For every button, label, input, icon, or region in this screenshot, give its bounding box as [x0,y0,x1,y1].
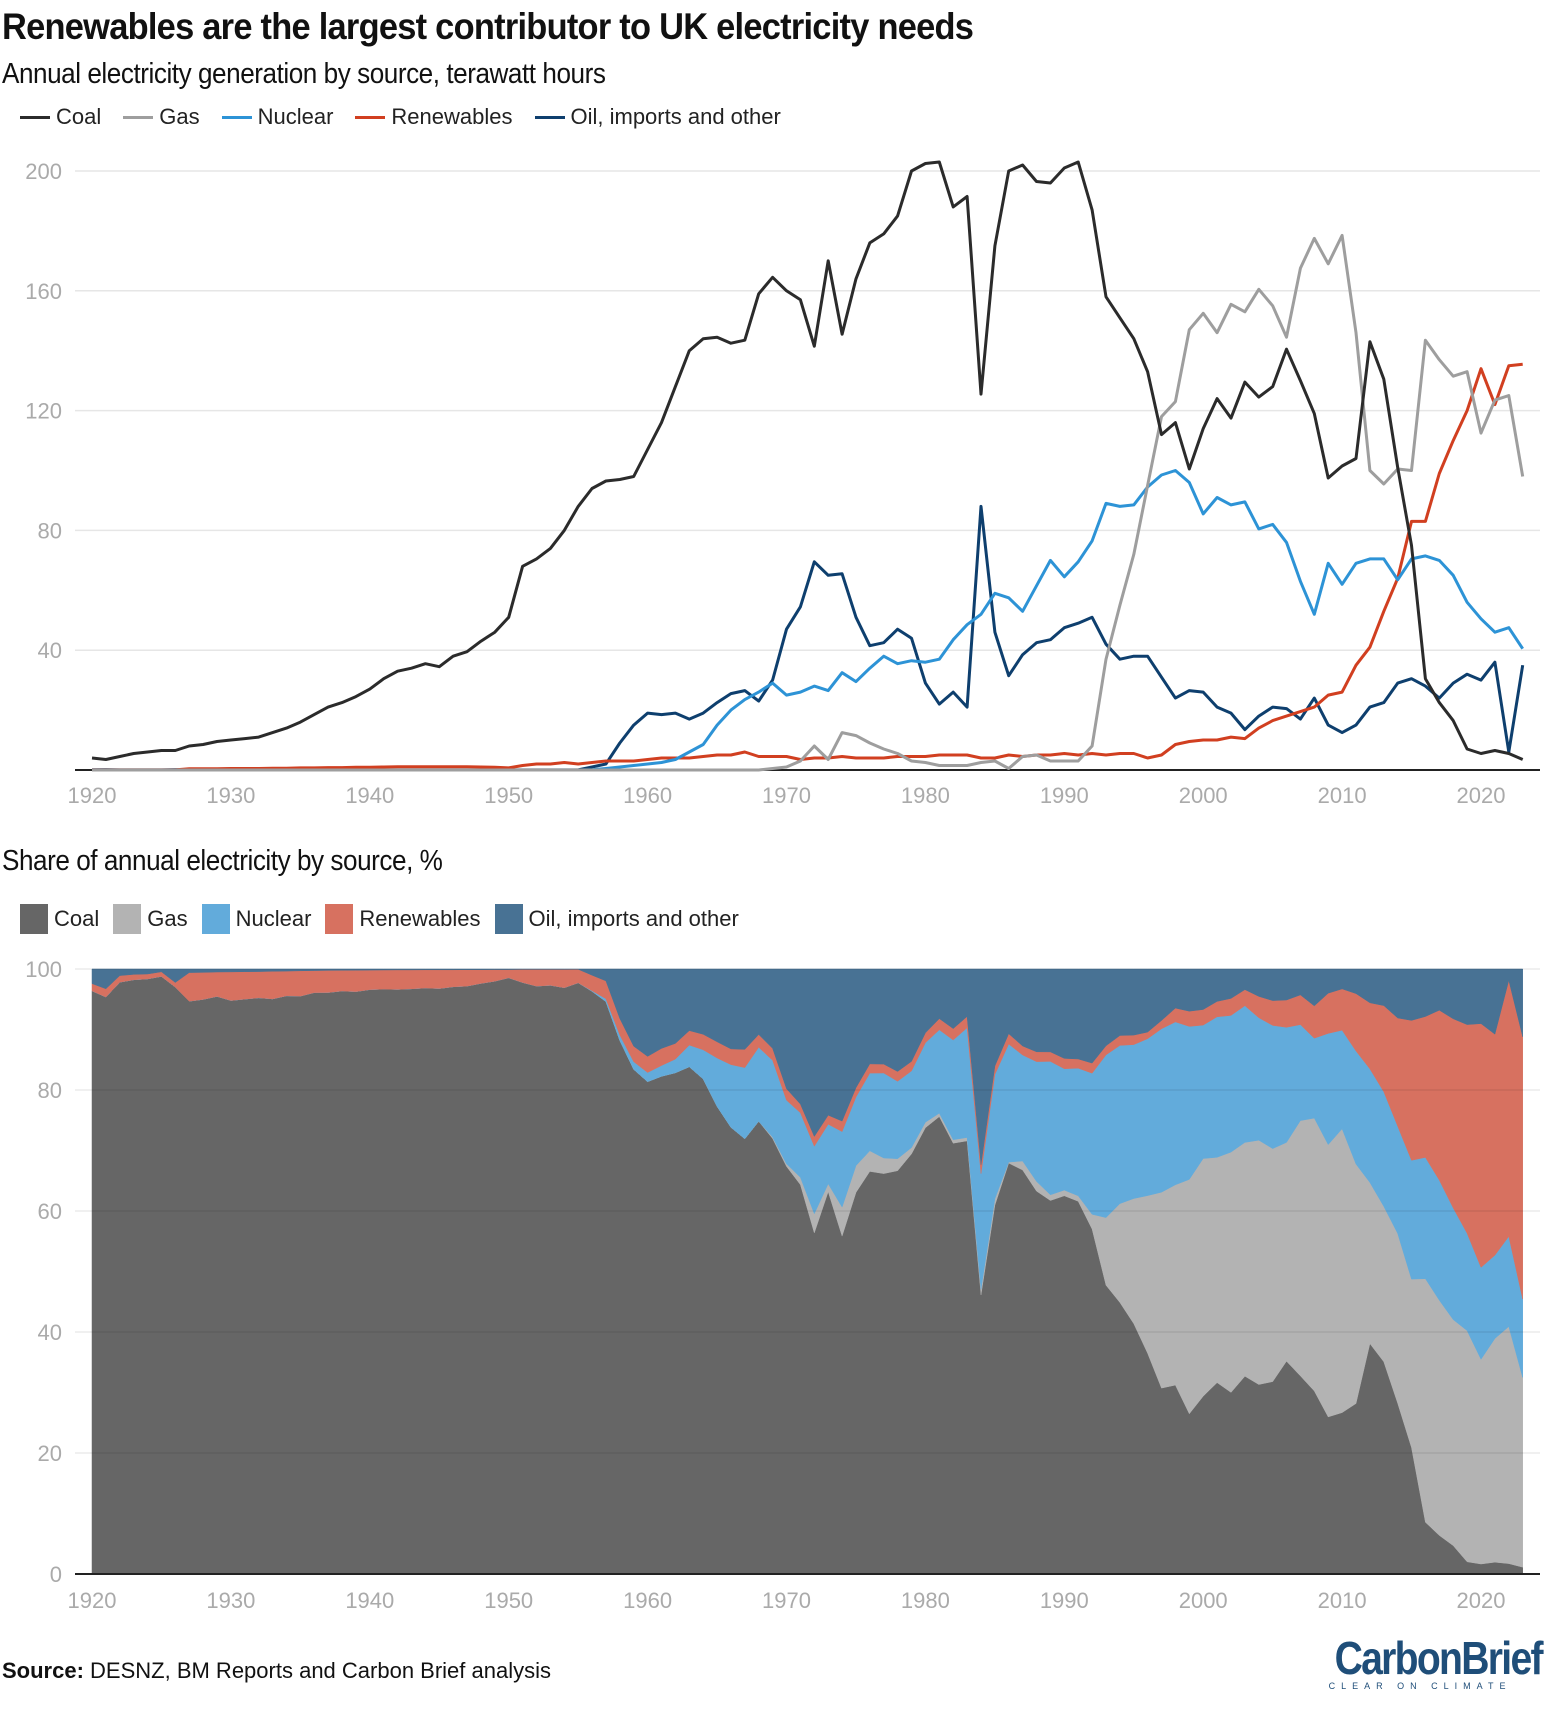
legend-swatch [355,115,386,119]
area-chart-legend: Coal Gas Nuclear Renewables Oil, imports and… [20,904,753,934]
line-chart-subtitle: Annual electricity generation by source,… [2,58,606,90]
legend-item-gas: Gas [113,904,188,934]
area-oil [91,968,1523,1165]
x-tick-label: 1990 [1040,1588,1089,1613]
line-oil [91,504,1525,772]
x-tick-label: 1950 [484,1588,533,1613]
line-coal [91,160,1524,761]
legend-label: Renewables [359,906,481,931]
legend-label: Nuclear [257,104,334,129]
y-tick-label: 200 [25,159,62,184]
y-tick-label: 120 [25,399,62,424]
y-tick-label: 60 [38,1199,62,1224]
x-tick-label: 1950 [484,783,533,808]
legend-item-nuclear: Nuclear [221,104,334,130]
legend-swatch [221,115,252,119]
x-tick-label: 2010 [1318,1588,1367,1613]
source-note: Source: DESNZ, BM Reports and Carbon Bri… [2,1658,551,1684]
legend-label: Gas [159,104,200,129]
line-renewables [92,362,1523,772]
logo-text: CarbonBrief [1334,1632,1544,1684]
legend-item-oil: Oil, imports and other [494,904,739,934]
y-tick-label: 80 [38,1078,62,1103]
line-nuclear [92,469,1524,772]
legend-swatch [113,904,142,934]
logo-tagline: CLEAR ON CLIMATE [1328,1681,1512,1691]
line-gas [92,233,1525,772]
legend-label: Oil, imports and other [570,104,781,129]
y-tick-label: 80 [38,518,62,543]
x-tick-label: 1980 [901,1588,950,1613]
y-tick-label: 100 [25,957,62,982]
legend-swatch [494,904,523,934]
legend-label: Renewables [391,104,513,129]
carbon-brief-logo: CarbonBrief CLEAR ON CLIMATE [1298,1632,1544,1691]
legend-item-oil: Oil, imports and other [534,104,781,130]
source-label: Source: [2,1658,84,1683]
y-tick-label: 0 [50,1562,62,1587]
x-tick-label: 1920 [68,783,117,808]
x-tick-label: 2000 [1179,783,1228,808]
x-tick-label: 1980 [901,783,950,808]
x-tick-label: 2020 [1457,1588,1506,1613]
line-chart-legend: Coal Gas Nuclear Renewables Oil, imports and… [20,104,803,130]
chart-title: Renewables are the largest contributor t… [2,6,974,47]
legend-item-renewables: Renewables [355,104,513,130]
x-tick-label: 1940 [345,1588,394,1613]
y-tick-label: 20 [38,1441,62,1466]
x-tick-label: 1930 [206,1588,255,1613]
source-text: DESNZ, BM Reports and Carbon Brief analy… [83,1658,551,1683]
legend-swatch [20,904,48,934]
x-tick-label: 1920 [68,1588,117,1613]
x-tick-label: 1970 [762,1588,811,1613]
x-tick-label: 1990 [1040,783,1089,808]
x-tick-label: 2010 [1318,783,1367,808]
legend-label: Gas [147,906,188,931]
legend-item-coal: Coal [20,904,99,934]
y-tick-label: 160 [25,279,62,304]
legend-label: Oil, imports and other [528,906,739,931]
legend-swatch [20,115,50,119]
x-tick-label: 1960 [623,1588,672,1613]
legend-item-gas: Gas [123,104,200,130]
legend-item-renewables: Renewables [325,904,481,934]
x-tick-label: 2000 [1179,1588,1228,1613]
y-tick-label: 40 [38,638,62,663]
legend-swatch [201,904,230,934]
legend-label: Coal [56,104,102,129]
area-chart-subtitle: Share of annual electricity by source, % [2,845,443,877]
x-tick-label: 2020 [1457,783,1506,808]
legend-swatch [123,115,154,119]
legend-label: Coal [54,906,100,931]
x-tick-label: 1940 [345,783,394,808]
legend-item-nuclear: Nuclear [201,904,312,934]
x-tick-label: 1960 [623,783,672,808]
legend-swatch [325,904,354,934]
x-tick-label: 1930 [206,783,255,808]
x-tick-label: 1970 [762,783,811,808]
legend-label: Nuclear [235,906,312,931]
y-tick-label: 40 [38,1320,62,1345]
legend-item-coal: Coal [20,104,101,130]
legend-swatch [534,115,565,119]
